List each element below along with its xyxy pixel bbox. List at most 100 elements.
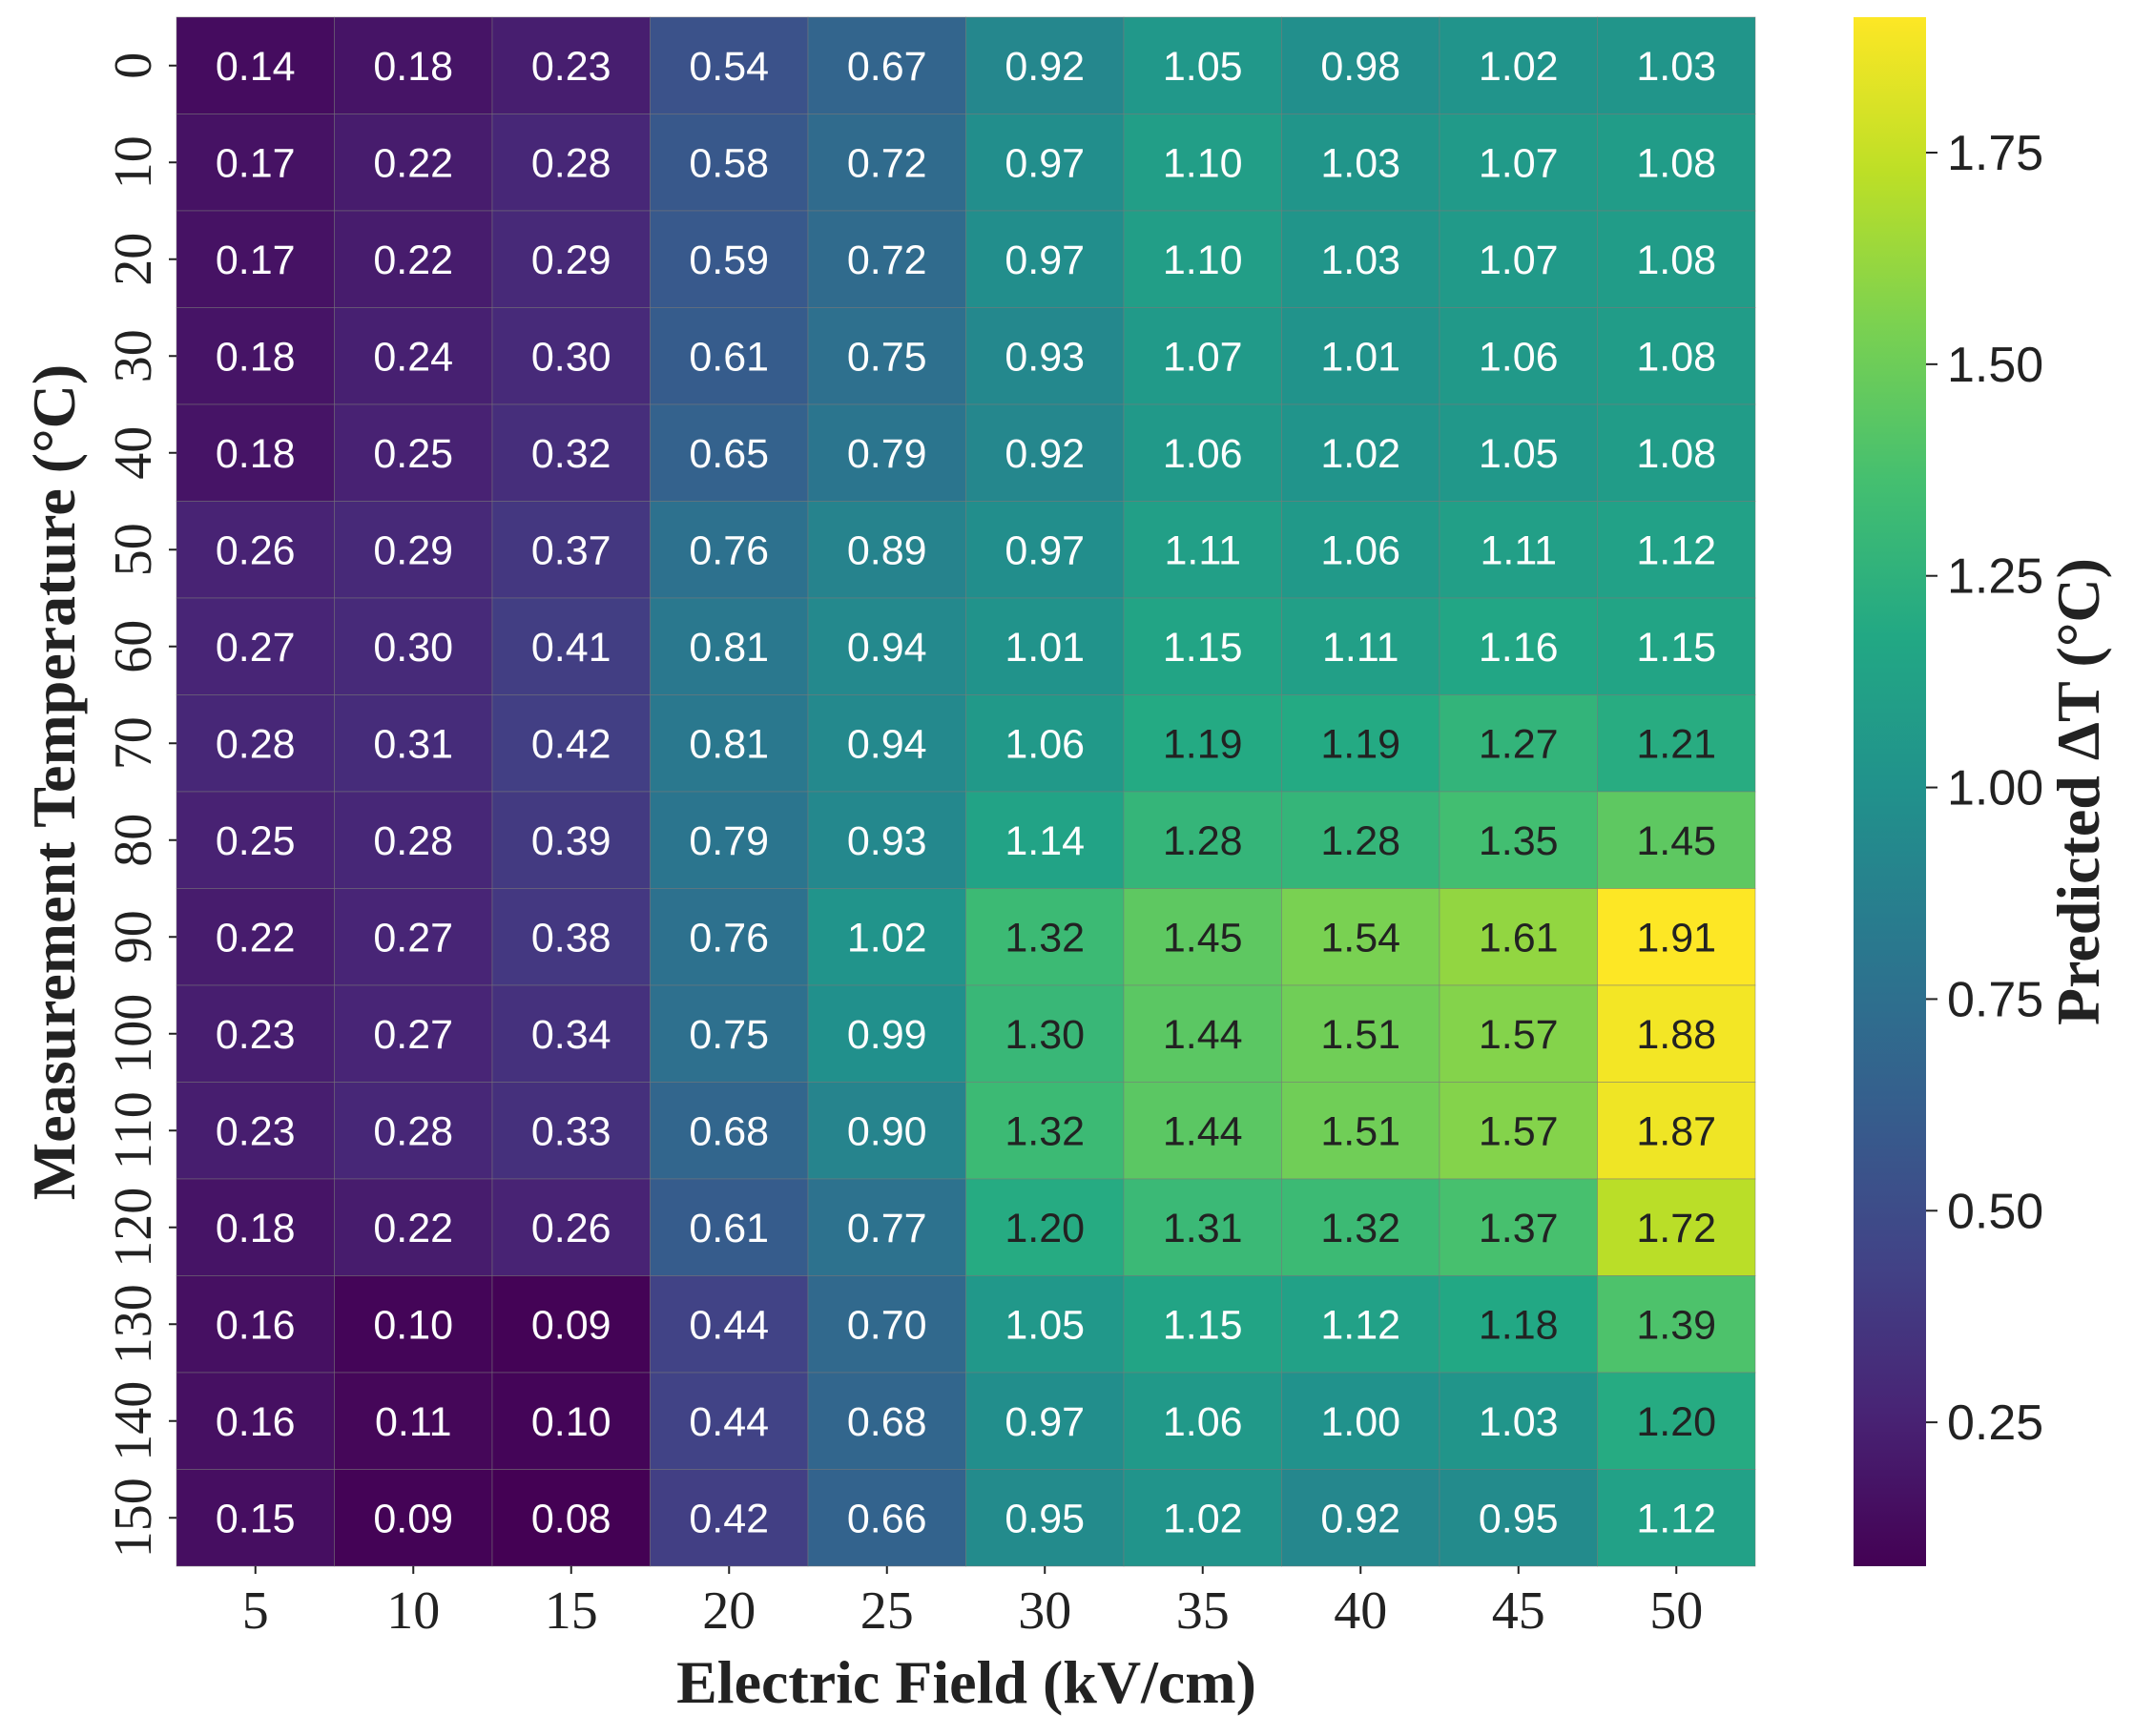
- y-tick-label: 30: [104, 329, 163, 382]
- cell-value-label: 0.77: [847, 1206, 927, 1251]
- heatmap-cell: [491, 210, 651, 308]
- x-tick-label: 35: [1176, 1581, 1230, 1641]
- heatmap-cell: [807, 1275, 966, 1374]
- heatmap-cell: [965, 597, 1125, 695]
- cell-value-label: 0.28: [373, 818, 453, 864]
- cell-value-label: 1.39: [1636, 1302, 1716, 1348]
- cell-value-label: 0.09: [373, 1496, 453, 1541]
- colorbar-tick-label: 1.00: [1947, 761, 2043, 816]
- y-tick-label: 80: [104, 814, 163, 867]
- heatmap-cell: [491, 403, 651, 502]
- cell-value-label: 0.94: [847, 625, 927, 671]
- cell-value-label: 1.12: [1320, 1302, 1400, 1348]
- heatmap-cell: [965, 791, 1125, 889]
- colorbar-tick-label: 1.50: [1947, 338, 2043, 393]
- heatmap-cell: [1281, 16, 1440, 114]
- heatmap-cell: [1597, 16, 1756, 114]
- heatmap-cell: [1281, 694, 1440, 793]
- cell-value-label: 1.19: [1163, 721, 1243, 767]
- heatmap-cell: [334, 1082, 493, 1180]
- x-tick-label: 30: [1018, 1581, 1071, 1641]
- y-axis-title: Measurement Temperature (°C): [20, 364, 88, 1200]
- cell-value-label: 0.76: [689, 915, 769, 961]
- cell-value-label: 0.44: [689, 1302, 769, 1348]
- cell-value-label: 0.22: [373, 1206, 453, 1251]
- heatmap-cell: [491, 16, 651, 114]
- y-tick-label: 50: [104, 523, 163, 576]
- cell-value-label: 1.11: [1481, 527, 1558, 573]
- cell-value-label: 1.10: [1163, 238, 1243, 283]
- colorbar-ticks: 0.25 0.50 0.75 1.00 1.25 1.50 1.75: [1926, 126, 2043, 1451]
- heatmap-cell: [1123, 1372, 1282, 1470]
- heatmap-cell: [1439, 888, 1598, 986]
- cell-value-label: 1.28: [1163, 818, 1243, 864]
- cell-value-label: 0.22: [373, 140, 453, 186]
- cell-value-label: 0.79: [847, 431, 927, 477]
- colorbar-tick-label: 0.50: [1947, 1184, 2043, 1239]
- heatmap-cell: [650, 501, 809, 599]
- heatmap-cell: [1123, 501, 1282, 599]
- cell-value-label: 1.51: [1320, 1012, 1400, 1058]
- cell-value-label: 0.22: [373, 238, 453, 283]
- heatmap-cell: [491, 984, 651, 1083]
- cell-value-label: 0.18: [216, 431, 296, 477]
- heatmap-cell: [1597, 1275, 1756, 1374]
- cell-value-label: 0.79: [689, 818, 769, 864]
- cell-value-label: 0.28: [216, 721, 296, 767]
- colorbar-tick-label: 1.75: [1947, 126, 2043, 181]
- heatmap-cell: [334, 694, 493, 793]
- cell-value-label: 0.34: [531, 1012, 611, 1058]
- cell-value-label: 1.08: [1636, 238, 1716, 283]
- cell-value-label: 0.27: [216, 625, 296, 671]
- cell-value-label: 0.67: [847, 44, 927, 90]
- heatmap-cell: [1123, 597, 1282, 695]
- cell-value-label: 1.32: [1005, 915, 1085, 961]
- cell-value-label: 0.18: [216, 1206, 296, 1251]
- cell-value-label: 0.23: [216, 1012, 296, 1058]
- heatmap-cell: [807, 694, 966, 793]
- cell-value-label: 0.14: [216, 44, 296, 90]
- cell-value-label: 0.65: [689, 431, 769, 477]
- heatmap-cell: [1597, 210, 1756, 308]
- heatmap-cell: [807, 1469, 966, 1567]
- cell-value-label: 0.33: [531, 1108, 611, 1154]
- heatmap-cell: [334, 16, 493, 114]
- cell-value-label: 0.25: [373, 431, 453, 477]
- y-tick-label: 100: [104, 994, 163, 1074]
- cell-value-label: 0.76: [689, 527, 769, 573]
- heatmap-cell: [650, 1178, 809, 1276]
- cell-value-label: 0.23: [531, 44, 611, 90]
- cell-value-label: 0.54: [689, 44, 769, 90]
- heatmap-cell: [1597, 403, 1756, 502]
- cell-value-label: 0.94: [847, 721, 927, 767]
- heatmap-cell: [1597, 1469, 1756, 1567]
- cell-value-label: 1.11: [1322, 625, 1399, 671]
- cell-value-label: 0.18: [373, 44, 453, 90]
- heatmap-cell: [1123, 1275, 1282, 1374]
- heatmap-cell-labels: 0.14 0.18 0.23 0.54 0.67 0.92 1.05 0.98 1.02 1.03…: [216, 44, 1716, 1542]
- x-tick-label: 15: [545, 1581, 598, 1641]
- heatmap-cell: [650, 1372, 809, 1470]
- cell-value-label: 1.30: [1005, 1012, 1085, 1058]
- cell-value-label: 0.37: [531, 527, 611, 573]
- cell-value-label: 0.81: [689, 625, 769, 671]
- cell-value-label: 0.26: [216, 527, 296, 573]
- cell-value-label: 0.41: [531, 625, 611, 671]
- heatmap-cell: [807, 1178, 966, 1276]
- heatmap-cell: [1281, 888, 1440, 986]
- heatmap-cell: [807, 1082, 966, 1180]
- cell-value-label: 1.54: [1320, 915, 1400, 961]
- cell-value-label: 1.15: [1163, 625, 1243, 671]
- cell-value-label: 1.07: [1163, 334, 1243, 380]
- cell-value-label: 0.68: [847, 1399, 927, 1445]
- cell-value-label: 1.44: [1163, 1108, 1243, 1154]
- heatmap-cell: [650, 1275, 809, 1374]
- cell-value-label: 1.91: [1636, 915, 1716, 961]
- heatmap-cell: [807, 16, 966, 114]
- cell-value-label: 0.97: [1005, 527, 1085, 573]
- heatmap-cell: [491, 694, 651, 793]
- cell-value-label: 1.88: [1636, 1012, 1716, 1058]
- heatmap-cell: [334, 114, 493, 212]
- heatmap-cell: [176, 597, 335, 695]
- cell-value-label: 0.10: [373, 1302, 453, 1348]
